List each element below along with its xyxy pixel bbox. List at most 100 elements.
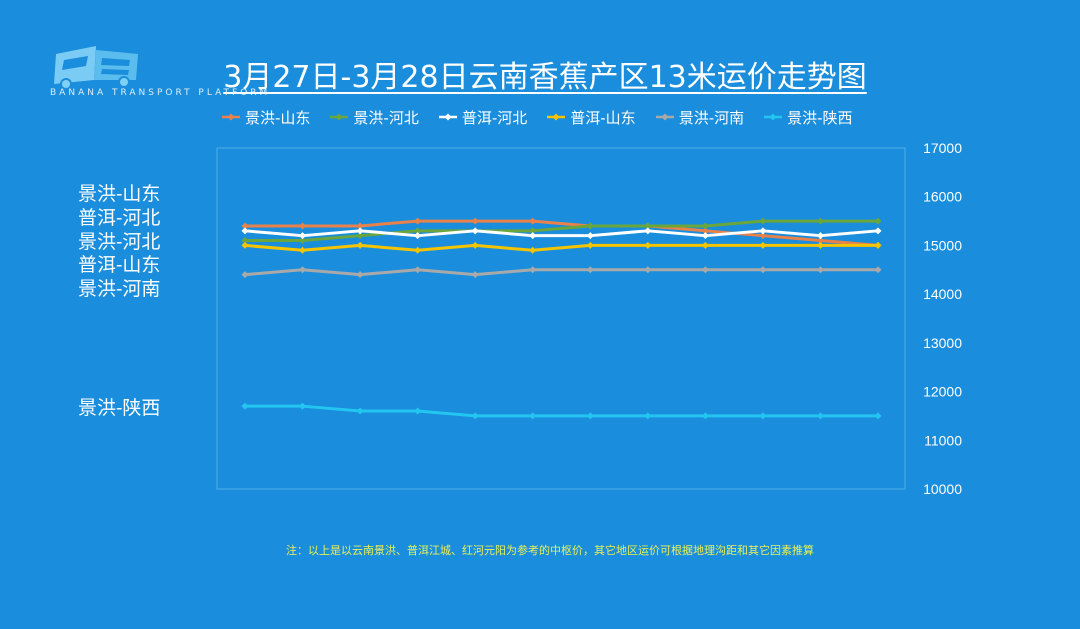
data-point: [586, 266, 594, 274]
data-point: [471, 271, 479, 279]
y-tick-label: 16000: [923, 189, 962, 205]
legend-label: 普洱-山东: [570, 108, 636, 127]
data-point: [241, 271, 249, 279]
data-point: [529, 217, 537, 225]
data-point: [816, 237, 824, 245]
data-point: [874, 241, 882, 249]
data-point: [701, 241, 709, 249]
legend-marker-icon: [764, 113, 783, 121]
data-point: [471, 217, 479, 225]
data-point: [816, 217, 824, 225]
data-point: [816, 412, 824, 420]
legend-label: 景洪-陕西: [787, 108, 853, 127]
data-point: [874, 266, 882, 274]
data-point: [586, 412, 594, 420]
data-point: [644, 227, 652, 235]
side-label-jinghong-hebei: 景洪-河北: [78, 231, 161, 253]
series-line-4: [244, 243, 878, 252]
legend-marker-icon: [547, 113, 566, 121]
y-tick-label: 14000: [923, 286, 962, 302]
data-point: [759, 232, 767, 240]
y-tick-label: 12000: [923, 384, 962, 400]
data-point: [471, 241, 479, 249]
data-point: [874, 412, 882, 420]
data-point: [874, 217, 882, 225]
y-tick-label: 11000: [924, 432, 962, 448]
data-point: [356, 271, 364, 279]
data-point: [241, 241, 249, 249]
side-label-jinghong-shandong: 景洪-山东: [78, 183, 161, 205]
data-point: [644, 222, 652, 230]
data-point: [414, 227, 422, 235]
legend-label: 景洪-河南: [678, 108, 745, 127]
legend-marker-icon: [222, 113, 240, 121]
legend-item-4: 普洱-山东: [547, 106, 636, 128]
data-point: [586, 222, 594, 230]
chart-legend: 景洪-山东 景洪-河北 普洱-河北 普洱-山东 景洪-河南 景洪-陕西: [222, 106, 922, 128]
truck-logo-icon: [54, 46, 138, 90]
data-point: [759, 227, 767, 235]
data-point: [701, 266, 709, 274]
data-point: [529, 227, 537, 235]
data-point: [241, 227, 249, 235]
data-point: [299, 222, 307, 230]
data-point: [241, 402, 249, 410]
series-line-3: [244, 229, 879, 238]
data-point: [701, 227, 709, 235]
data-point: [759, 217, 767, 225]
data-point: [701, 412, 709, 420]
data-point: [701, 222, 709, 230]
data-point: [644, 241, 652, 249]
legend-marker-icon: [330, 113, 349, 121]
y-tick-label: 10000: [923, 481, 962, 497]
legend-label: 普洱-河北: [461, 108, 528, 127]
legend-item-6: 景洪-陕西: [764, 106, 853, 128]
series-line-1: [245, 219, 879, 247]
data-point: [299, 237, 307, 245]
legend-marker-icon: [438, 113, 457, 121]
data-point: [414, 246, 422, 254]
side-label-jinghong-shaanxi: 景洪-陕西: [78, 397, 161, 419]
data-point: [644, 412, 652, 420]
data-point: [816, 241, 824, 249]
data-point: [241, 237, 249, 245]
legend-item-3: 普洱-河北: [438, 106, 528, 128]
footnote: 注：以上是以云南景洪、普洱江城、红河元阳为参考的中枢价，其它地区运价可根据地理沟…: [286, 544, 814, 557]
data-point: [701, 232, 709, 240]
legend-item-5: 景洪-河南: [655, 106, 745, 128]
y-tick-label: 15000: [923, 237, 962, 253]
data-point: [529, 412, 537, 420]
side-label-puer-hebei: 普洱-河北: [78, 207, 161, 229]
side-label-jinghong-henan: 景洪-河南: [78, 278, 161, 300]
data-point: [816, 266, 824, 274]
data-point: [586, 241, 594, 249]
chart-title: 3月27日-3月28日云南香蕉产区13米运价走势图: [223, 60, 867, 95]
data-point: [241, 222, 249, 230]
data-point: [529, 266, 537, 274]
data-point: [759, 241, 767, 249]
legend-label: 景洪-河北: [353, 108, 419, 127]
data-point: [644, 266, 652, 274]
data-point: [874, 227, 882, 235]
data-point: [299, 232, 307, 240]
data-point: [299, 246, 307, 254]
y-tick-label: 17000: [923, 140, 962, 156]
side-label-puer-shandong: 普洱-山东: [78, 254, 161, 276]
legend-marker-icon: [655, 113, 674, 121]
plot-area-frame: [216, 147, 906, 490]
data-point: [816, 232, 824, 240]
legend-label: 景洪-山东: [245, 108, 311, 127]
data-point: [414, 266, 422, 274]
data-point: [529, 232, 537, 240]
legend-item-1: 景洪-山东: [222, 106, 310, 128]
data-point: [471, 227, 479, 235]
data-point: [299, 266, 307, 274]
data-point: [586, 232, 594, 240]
data-point: [356, 241, 364, 249]
data-point: [471, 412, 479, 420]
series-line-2: [245, 219, 878, 243]
y-tick-label: 13000: [923, 335, 962, 351]
legend-item-2: 景洪-河北: [330, 106, 419, 128]
data-point: [299, 402, 307, 410]
